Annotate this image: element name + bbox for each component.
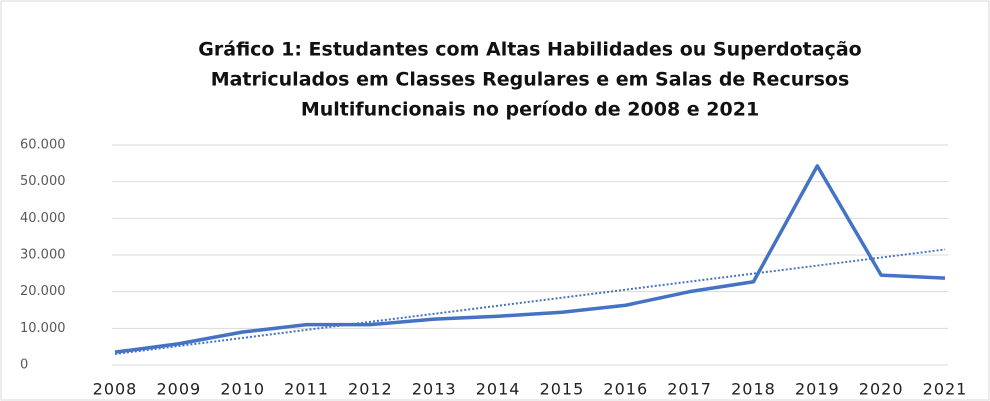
y-tick-label: 60.000 xyxy=(20,138,66,153)
x-tick-label: 2013 xyxy=(412,380,457,399)
x-tick-label: 2008 xyxy=(93,380,138,399)
x-tick-label: 2020 xyxy=(859,380,904,399)
y-tick-label: 10.000 xyxy=(20,321,66,336)
chart-title: Multifuncionais no período de 2008 e 202… xyxy=(301,99,759,121)
y-tick-label: 20.000 xyxy=(20,284,66,299)
x-tick-label: 2011 xyxy=(284,380,329,399)
x-tick-label: 2017 xyxy=(667,380,712,399)
x-tick-label: 2016 xyxy=(603,380,648,399)
data-line xyxy=(114,164,946,354)
y-tick-label: 30.000 xyxy=(20,248,66,263)
x-tick-label: 2018 xyxy=(731,380,776,399)
chart-title: Gráfico 1: Estudantes com Altas Habilida… xyxy=(198,39,861,61)
y-tick-label: 0 xyxy=(20,358,28,373)
x-tick-label: 2021 xyxy=(923,380,968,399)
y-tick-label: 50.000 xyxy=(20,174,66,189)
chart-title: Matriculados em Classes Regulares e em S… xyxy=(211,69,850,91)
x-tick-label: 2010 xyxy=(220,380,265,399)
x-tick-label: 2014 xyxy=(476,380,521,399)
trend-line xyxy=(114,248,946,355)
x-tick-label: 2015 xyxy=(540,380,585,399)
y-tick-label: 40.000 xyxy=(20,211,66,226)
x-tick-label: 2012 xyxy=(348,380,393,399)
x-tick-label: 2009 xyxy=(156,380,201,399)
x-tick-label: 2019 xyxy=(795,380,840,399)
